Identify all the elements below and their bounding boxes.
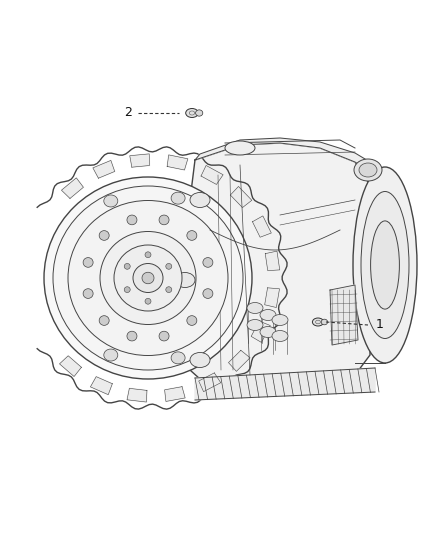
Ellipse shape (190, 192, 210, 207)
Ellipse shape (114, 245, 182, 311)
Ellipse shape (99, 316, 109, 325)
Polygon shape (167, 155, 188, 170)
Ellipse shape (171, 192, 185, 204)
Ellipse shape (83, 257, 93, 267)
Polygon shape (230, 187, 252, 207)
Ellipse shape (68, 200, 228, 356)
Ellipse shape (166, 287, 172, 293)
Polygon shape (229, 350, 250, 372)
Ellipse shape (187, 316, 197, 325)
Ellipse shape (99, 231, 109, 240)
Ellipse shape (361, 191, 409, 338)
Ellipse shape (190, 352, 210, 367)
Ellipse shape (104, 349, 118, 361)
Ellipse shape (83, 289, 93, 298)
Polygon shape (61, 178, 83, 198)
Ellipse shape (171, 352, 185, 364)
Text: 2: 2 (124, 107, 132, 119)
Ellipse shape (145, 252, 151, 257)
Ellipse shape (247, 303, 263, 313)
Text: 1: 1 (376, 319, 384, 332)
Polygon shape (195, 368, 375, 400)
Polygon shape (201, 165, 223, 184)
Polygon shape (252, 216, 271, 237)
Polygon shape (265, 288, 279, 308)
Ellipse shape (44, 177, 252, 379)
Ellipse shape (354, 159, 382, 181)
Ellipse shape (187, 231, 197, 240)
Polygon shape (60, 356, 81, 376)
Ellipse shape (272, 314, 288, 326)
Polygon shape (195, 138, 375, 175)
Polygon shape (90, 377, 112, 394)
Ellipse shape (127, 215, 137, 225)
Ellipse shape (272, 330, 288, 342)
Ellipse shape (225, 141, 255, 155)
Polygon shape (199, 373, 221, 392)
Ellipse shape (260, 310, 276, 320)
Ellipse shape (142, 272, 154, 284)
Ellipse shape (175, 272, 195, 287)
Ellipse shape (124, 263, 130, 269)
Ellipse shape (371, 221, 399, 309)
Polygon shape (130, 154, 149, 167)
Polygon shape (165, 386, 185, 401)
Ellipse shape (353, 167, 417, 363)
Ellipse shape (321, 319, 328, 325)
Ellipse shape (124, 287, 130, 293)
Ellipse shape (203, 289, 213, 298)
Polygon shape (265, 251, 280, 271)
Ellipse shape (359, 163, 377, 177)
Ellipse shape (53, 186, 243, 370)
Ellipse shape (104, 195, 118, 207)
Polygon shape (93, 160, 115, 178)
Polygon shape (330, 285, 358, 345)
Ellipse shape (186, 109, 198, 117)
Ellipse shape (203, 257, 213, 267)
Ellipse shape (133, 263, 163, 293)
Ellipse shape (196, 110, 203, 116)
Ellipse shape (312, 318, 324, 326)
Ellipse shape (100, 231, 196, 325)
Ellipse shape (159, 215, 169, 225)
Ellipse shape (166, 263, 172, 269)
Ellipse shape (159, 331, 169, 341)
Polygon shape (185, 143, 370, 393)
Ellipse shape (260, 327, 276, 337)
Polygon shape (251, 321, 270, 342)
Ellipse shape (145, 298, 151, 304)
Ellipse shape (127, 331, 137, 341)
Polygon shape (127, 389, 147, 402)
Ellipse shape (247, 319, 263, 330)
